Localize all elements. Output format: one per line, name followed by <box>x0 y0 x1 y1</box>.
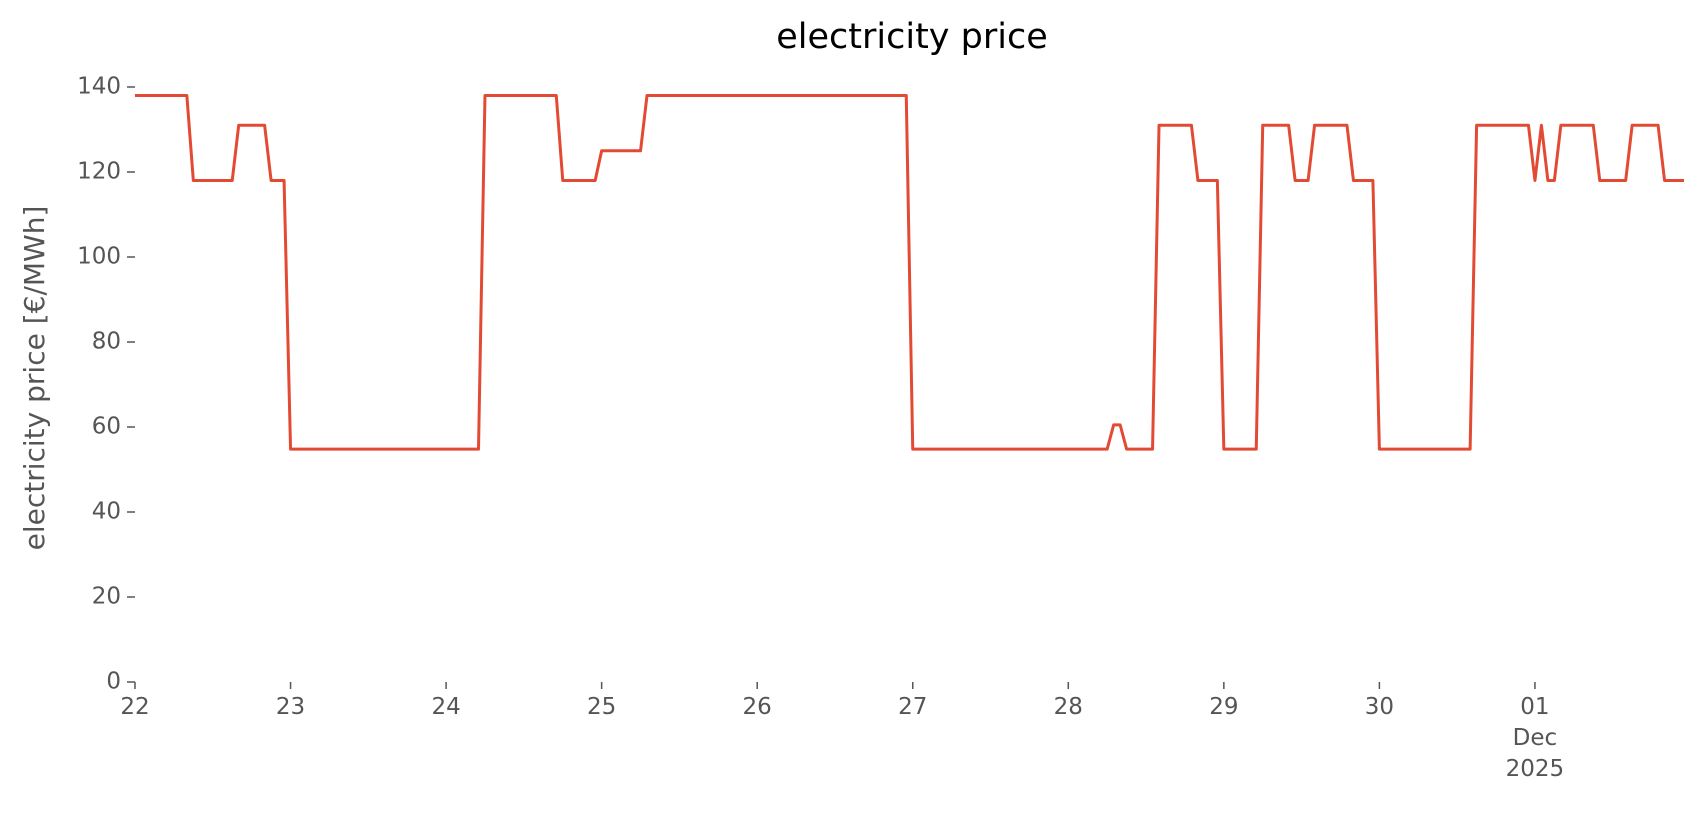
x-tick-label: 27 <box>898 694 927 720</box>
x-tick-label: 01 Dec 2025 <box>1506 694 1565 782</box>
x-tick-label: 30 <box>1365 694 1394 720</box>
x-tick-label: 26 <box>743 694 772 720</box>
y-tick-label: 120 <box>77 159 121 185</box>
y-tick-label: 100 <box>77 244 121 270</box>
x-tick-label: 24 <box>431 694 460 720</box>
y-tick-label: 20 <box>92 584 121 610</box>
x-tick-label: 25 <box>587 694 616 720</box>
y-tick-label: 0 <box>106 669 121 695</box>
x-tick-label: 22 <box>120 694 149 720</box>
y-tick-label: 80 <box>92 329 121 355</box>
y-tick-label: 40 <box>92 499 121 525</box>
y-tick-label: 60 <box>92 414 121 440</box>
x-tick-label: 29 <box>1209 694 1238 720</box>
line <box>135 94 1684 451</box>
x-tick-label: 23 <box>276 694 305 720</box>
chart-title: electricity price <box>776 17 1048 57</box>
y-axis-label: electricity price [€/MWh] <box>18 206 51 551</box>
y-tick-label: 140 <box>77 74 121 100</box>
x-tick-label: 28 <box>1054 694 1083 720</box>
